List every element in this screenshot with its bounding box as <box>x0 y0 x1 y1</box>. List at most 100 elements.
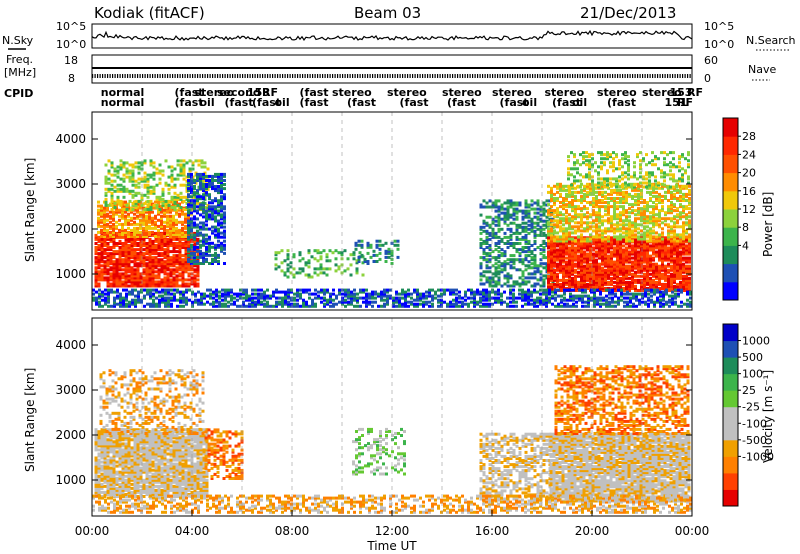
heatmap-cell <box>182 208 186 211</box>
heatmap-cell <box>610 254 613 258</box>
heatmap-cell <box>622 207 625 211</box>
heatmap-cell <box>110 161 114 165</box>
heatmap-cell <box>167 187 171 191</box>
heatmap-cell <box>488 260 492 264</box>
power-heatmap-cells <box>92 151 692 308</box>
heatmap-cell <box>163 228 166 232</box>
heatmap-cell <box>550 246 553 250</box>
heatmap-cell <box>223 229 226 233</box>
heatmap-cell <box>547 246 550 250</box>
heatmap-cell <box>568 194 571 198</box>
heatmap-cell <box>568 248 571 252</box>
heatmap-cell <box>131 189 135 193</box>
heatmap-cell <box>595 252 598 256</box>
heatmap-cell <box>220 235 223 239</box>
heatmap-cell <box>682 225 685 229</box>
heatmap-cell <box>503 221 507 225</box>
heatmap-cell <box>530 203 534 207</box>
heatmap-cell <box>518 252 522 256</box>
heatmap-cell <box>685 266 688 270</box>
heatmap-cell <box>652 221 655 225</box>
heatmap-cell <box>583 278 586 282</box>
heatmap-cell <box>187 235 190 239</box>
heatmap-cell <box>220 201 223 205</box>
nave-trace-mark <box>279 74 281 78</box>
nave-trace-mark <box>314 74 316 78</box>
heatmap-cell <box>223 239 226 243</box>
heatmap-cell <box>542 213 546 217</box>
heatmap-cell <box>613 246 616 250</box>
heatmap-cell <box>155 183 159 187</box>
heatmap-cell <box>640 252 643 256</box>
heatmap-cell <box>512 244 516 247</box>
nave-trace-mark <box>124 74 126 78</box>
heatmap-cell <box>598 199 601 202</box>
heatmap-cell <box>503 215 507 219</box>
heatmap-cell <box>573 161 576 165</box>
heatmap-cell <box>202 187 205 191</box>
heatmap-cell <box>181 254 185 258</box>
heatmap-cell <box>166 256 170 260</box>
heatmap-cell <box>500 248 504 252</box>
heatmap-cell <box>100 244 104 247</box>
heatmap-cell <box>631 276 634 280</box>
heatmap-cell <box>169 262 173 266</box>
heatmap-cell <box>139 260 143 264</box>
nave-trace-mark <box>664 74 666 78</box>
heatmap-cell <box>130 237 134 241</box>
heatmap-cell <box>661 256 664 260</box>
heatmap-cell <box>664 244 667 248</box>
heatmap-cell <box>130 216 133 220</box>
heatmap-cell <box>479 256 483 260</box>
heatmap-cell <box>199 262 202 265</box>
heatmap-cell <box>658 264 661 268</box>
nave-trace-mark <box>334 74 336 78</box>
heatmap-cell <box>172 222 175 226</box>
heatmap-cell <box>497 278 501 282</box>
heatmap-cell <box>631 239 634 243</box>
heatmap-cell <box>682 211 685 215</box>
heatmap-cell <box>115 282 119 286</box>
heatmap-cell <box>137 185 141 189</box>
heatmap-cell <box>97 272 101 276</box>
heatmap-cell <box>203 161 207 165</box>
heatmap-cell <box>652 190 655 194</box>
heatmap-cell <box>139 222 142 226</box>
heatmap-cell <box>658 219 661 223</box>
heatmap-cell <box>574 262 577 266</box>
heatmap-cell <box>130 252 134 256</box>
heatmap-cell <box>151 216 154 220</box>
heatmap-cell <box>220 213 223 217</box>
heatmap-cell <box>488 258 492 262</box>
heatmap-cell <box>133 248 137 252</box>
nave-trace-mark <box>512 74 514 78</box>
heatmap-cell <box>179 165 183 169</box>
heatmap-cell <box>580 262 583 266</box>
heatmap-cell <box>577 227 580 231</box>
heatmap-cell <box>199 221 202 225</box>
heatmap-cell <box>133 274 137 278</box>
heatmap-cell <box>646 258 649 262</box>
heatmap-cell <box>613 287 616 290</box>
heatmap-cell <box>217 209 220 213</box>
heatmap-cell <box>579 179 582 183</box>
heatmap-cell <box>655 250 658 254</box>
heatmap-cell <box>565 252 568 256</box>
heatmap-cell <box>670 260 673 264</box>
heatmap-cell <box>628 246 631 250</box>
heatmap-cell <box>643 201 646 204</box>
heatmap-cell <box>673 194 676 198</box>
nave-trace-mark <box>614 74 616 78</box>
heatmap-cell <box>110 208 114 211</box>
heatmap-cell <box>199 207 202 211</box>
heatmap-cell <box>625 264 628 268</box>
heatmap-cell <box>658 223 661 227</box>
heatmap-cell <box>667 225 670 229</box>
heatmap-cell <box>598 246 601 250</box>
heatmap-cell <box>688 244 691 248</box>
heatmap-cell <box>328 267 332 271</box>
heatmap-cell <box>547 282 550 286</box>
heatmap-cell <box>682 244 685 248</box>
heatmap-cell <box>176 195 180 199</box>
heatmap-cell <box>103 250 107 254</box>
